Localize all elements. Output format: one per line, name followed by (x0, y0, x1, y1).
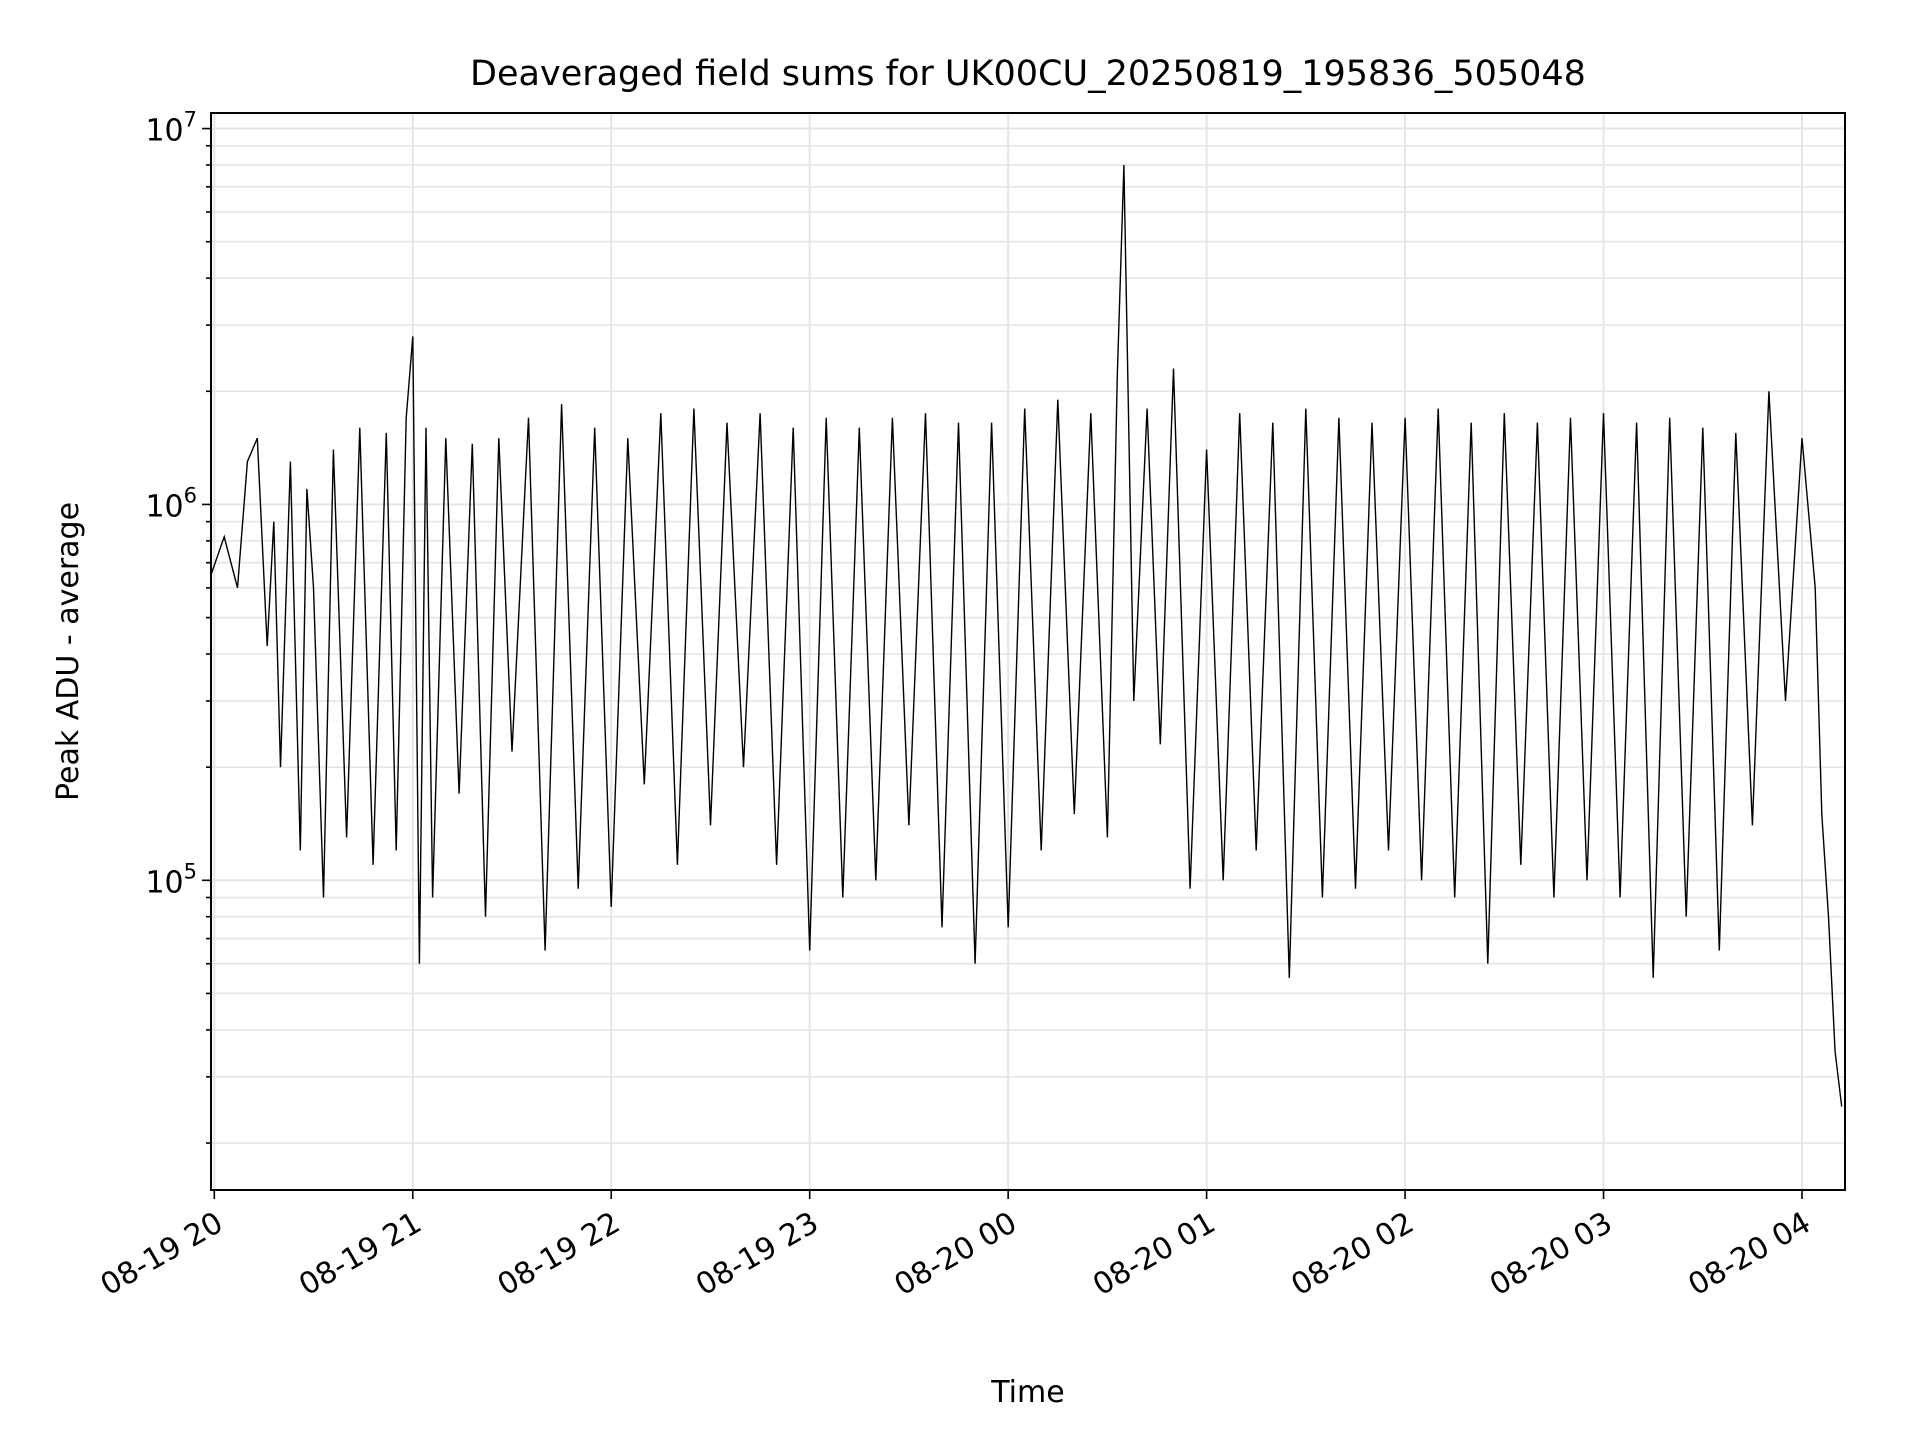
plot-frame (210, 112, 1846, 1191)
x-tick-label: 08-20 03 (1484, 1205, 1618, 1303)
series-line-layer (210, 164, 1843, 1107)
y-axis-label: Peak ADU - average (51, 502, 86, 801)
x-tick-label: 08-19 20 (95, 1205, 229, 1303)
chart-title: Deaveraged field sums for UK00CU_2025081… (470, 54, 1586, 94)
x-tick-label: 08-19 21 (293, 1205, 427, 1303)
x-tick-label: 08-20 02 (1286, 1205, 1420, 1303)
y-tick-label: 105 (145, 859, 197, 900)
y-tick-label: 106 (145, 483, 197, 524)
x-tick-label: 08-20 00 (889, 1205, 1023, 1303)
y-axis: 105 106 107 (145, 108, 211, 1144)
x-axis: 08-19 20 08-19 21 08-19 22 08-19 23 08-20 00… (95, 1190, 1817, 1303)
series-line (210, 164, 1843, 1107)
x-tick-label: 08-19 22 (492, 1205, 626, 1303)
x-tick-label: 08-20 04 (1682, 1205, 1816, 1303)
y-tick-label: 107 (145, 108, 197, 149)
grid (211, 113, 1845, 1190)
x-tick-label: 08-19 23 (690, 1205, 824, 1303)
x-tick-label: 08-20 01 (1087, 1205, 1221, 1303)
x-axis-label: Time (990, 1375, 1064, 1410)
